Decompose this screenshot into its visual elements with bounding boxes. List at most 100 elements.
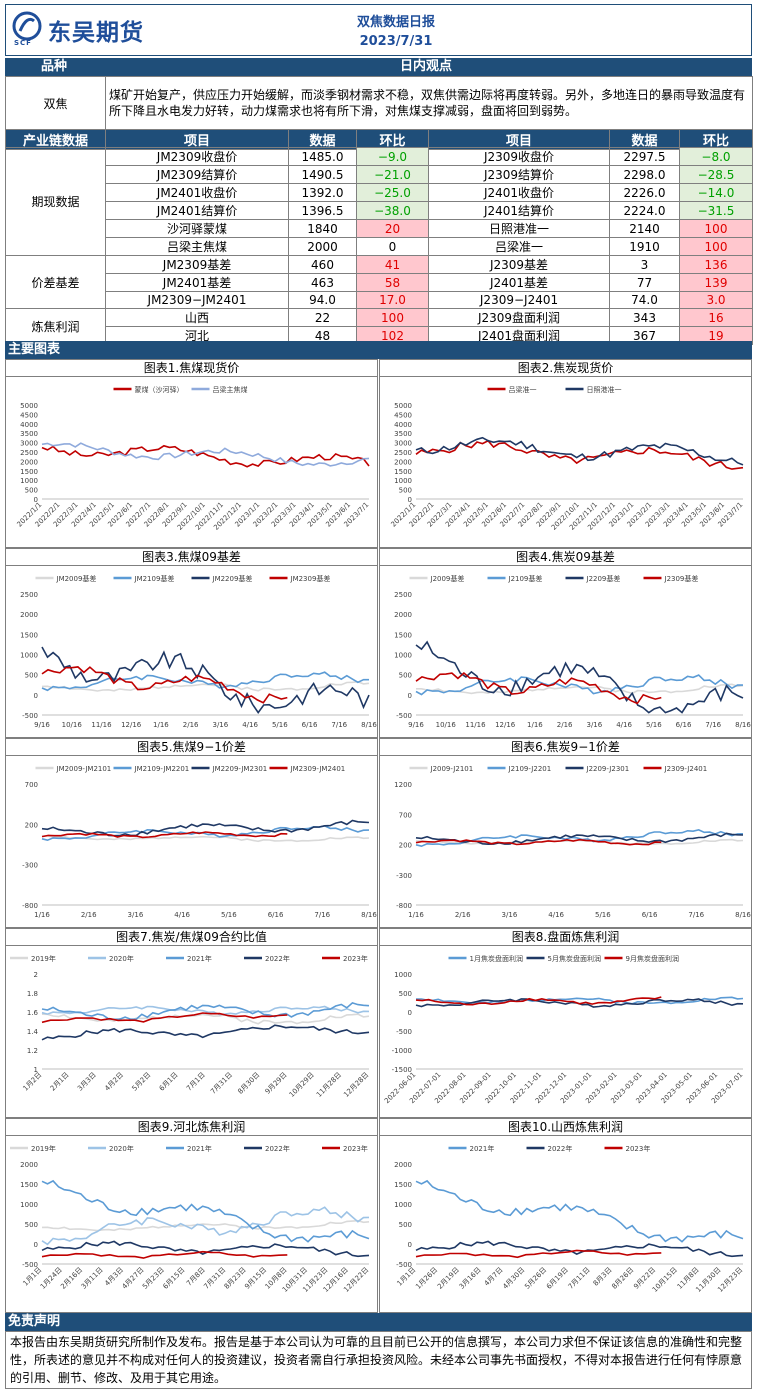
y-tick-label: 2500 — [20, 449, 38, 457]
x-tick-label: 12/16 — [121, 721, 142, 729]
legend-label: J2209-J2301 — [586, 765, 630, 773]
x-tick-label: 7月31日 — [209, 1071, 234, 1096]
y-tick-label: 5000 — [394, 402, 412, 410]
chart-svg: 1月焦炭盘面利润 5月焦炭盘面利润 9月焦炭盘面利润 1000 500 0 -500 -100… — [383, 954, 744, 1105]
company-logo: 东吴期货 SCF — [12, 11, 172, 51]
change-cell: 100 — [679, 237, 753, 256]
x-tick-label: 8月30日 — [236, 1071, 261, 1096]
legend-label: JM2009-JM2101 — [56, 765, 112, 773]
y-tick-label: 1000 — [20, 652, 38, 660]
table-row: 河北 48 102 J2401盘面利润 367 19 — [6, 326, 753, 345]
y-tick-label: 0 — [408, 692, 412, 700]
item-cell: 山西 — [105, 308, 289, 327]
legend-label: 1月焦炭盘面利润 — [470, 954, 523, 963]
legend-label: 2021年 — [470, 1144, 495, 1153]
chart-svg: J2009基差 J2109基差 J2209基差 J2309基差 2500 2000 1500… — [394, 574, 751, 729]
x-tick-label: 10/16 — [62, 721, 83, 729]
y-tick-label: 200 — [25, 821, 38, 829]
view-header-bar: 品种 日内观点 — [5, 58, 752, 76]
x-tick-label: 3/16 — [586, 721, 602, 729]
legend-label: 2023年 — [626, 1144, 651, 1153]
y-tick-label: 1000 — [20, 1201, 38, 1209]
value-cell: 1392.0 — [288, 183, 357, 202]
change-cell: 16 — [679, 308, 753, 327]
value-cell: 463 — [288, 273, 357, 292]
change-cell: 41 — [356, 255, 429, 274]
y-tick-label: 3000 — [394, 440, 412, 448]
chart-svg: J2009-J2101 J2109-J2201 J2209-J2301 J2309-J… — [394, 765, 751, 919]
x-tick-label: 1月26日 — [414, 1266, 439, 1291]
y-tick-label: 0 — [408, 496, 412, 504]
chart-title: 图表1.焦煤现货价 — [6, 360, 377, 377]
y-tick-label: -800 — [22, 902, 38, 910]
change-cell: −28.5 — [679, 165, 753, 184]
y-tick-label: 2500 — [20, 591, 38, 599]
x-tick-label: 12月28日 — [342, 1071, 370, 1099]
table-row: JM2309−JM2401 94.0 17.0 J2309−J2401 74.0 3.0 — [6, 291, 753, 309]
x-tick-label: 2/16 — [455, 911, 471, 919]
legend-label: 蒙煤（沙河驿） — [135, 385, 184, 394]
y-tick-label: 1.8 — [27, 990, 38, 998]
y-tick-label: 0 — [34, 496, 38, 504]
value-cell: 1490.5 — [288, 165, 357, 184]
change-cell: 139 — [679, 273, 753, 292]
group-label: 价差基差 — [5, 255, 106, 309]
change-cell: 0 — [356, 237, 429, 256]
series-line — [41, 831, 288, 839]
legend-label: 2021年 — [187, 1144, 212, 1153]
x-tick-label: 10月29日 — [288, 1071, 316, 1099]
x-tick-label: 6月19日 — [545, 1266, 570, 1291]
x-tick-label: 8/16 — [735, 911, 751, 919]
y-tick-label: 3500 — [20, 430, 38, 438]
y-tick-label: 1500 — [20, 1181, 38, 1189]
value-cell: 1840 — [288, 219, 357, 238]
chart-title: 图表2.焦炭现货价 — [380, 360, 751, 377]
x-tick-label: 4/16 — [242, 721, 258, 729]
series-line — [41, 442, 370, 467]
chart-panel: 图表8.盘面炼焦利润 1月焦炭盘面利润 5月焦炭盘面利润 9月焦炭盘面利润 1000 50… — [379, 928, 752, 1118]
legend-label: 2023年 — [343, 1144, 368, 1153]
change-cell: −25.0 — [356, 183, 429, 202]
change-cell: −8.0 — [679, 147, 753, 166]
change-cell: 136 — [679, 255, 753, 274]
x-tick-label: 10/16 — [436, 721, 457, 729]
y-tick-label: 200 — [399, 842, 412, 850]
chart-panel: 图表4.焦炭09基差 J2009基差 J2109基差 J2209基差 J2309基差 25… — [379, 548, 752, 738]
chart-svg: 2021年 2022年 2023年2000150010005000-5001月1日1… — [394, 1144, 744, 1294]
y-tick-label: 1500 — [394, 468, 412, 476]
chart-title: 图表7.焦炭/焦煤09合约比值 — [6, 929, 377, 946]
y-tick-label: 2 — [34, 971, 38, 979]
value-cell: 94.0 — [288, 291, 357, 309]
legend-label: JM2309-JM2401 — [290, 765, 346, 773]
y-tick-label: 2500 — [394, 591, 412, 599]
change-cell: 58 — [356, 273, 429, 292]
item-cell: 河北 — [105, 326, 289, 345]
item-cell: J2401收盘价 — [428, 183, 610, 202]
y-tick-label: 0 — [408, 1241, 412, 1249]
x-tick-label: 3/16 — [502, 911, 518, 919]
x-tick-label: 6/16 — [302, 721, 318, 729]
y-tick-label: -500 — [396, 712, 412, 720]
table-row: JM2309结算价 1490.5 −21.0 J2309结算价 2298.0 −28.5 — [6, 165, 753, 184]
x-tick-label: 11月28日 — [315, 1071, 343, 1099]
report-title-block: 双焦数据日报 2023/7/31 — [306, 13, 486, 51]
data-table: 期现数据 JM2309收盘价 1485.0 −9.0 J2309收盘价 2297.5 −8.… — [5, 147, 753, 345]
legend-label: 5月焦炭盘面利润 — [548, 954, 601, 963]
x-tick-label: 2/16 — [81, 911, 97, 919]
x-tick-label: 7/16 — [331, 721, 347, 729]
logo-icon — [12, 11, 42, 41]
x-tick-label: 11/16 — [465, 721, 486, 729]
x-tick-label: 3月3日 — [76, 1071, 98, 1093]
legend-label: J2109-J2201 — [508, 765, 552, 773]
y-tick-label: 700 — [25, 781, 38, 789]
series-line — [41, 1219, 370, 1232]
y-tick-label: 1500 — [20, 468, 38, 476]
series-line — [415, 1249, 662, 1259]
variety-header: 品种 — [41, 59, 68, 74]
change-cell: 20 — [356, 219, 429, 238]
logo-text: 东吴期货 — [48, 20, 144, 46]
view-table: 双焦 煤矿开始复产，供应压力开始缓解，而淡季钢材需求不稳，双焦供需边际将再度转弱… — [5, 76, 753, 130]
series-line — [41, 680, 370, 692]
value-cell: 1396.5 — [288, 201, 357, 220]
y-tick-label: -1000 — [392, 1047, 412, 1055]
